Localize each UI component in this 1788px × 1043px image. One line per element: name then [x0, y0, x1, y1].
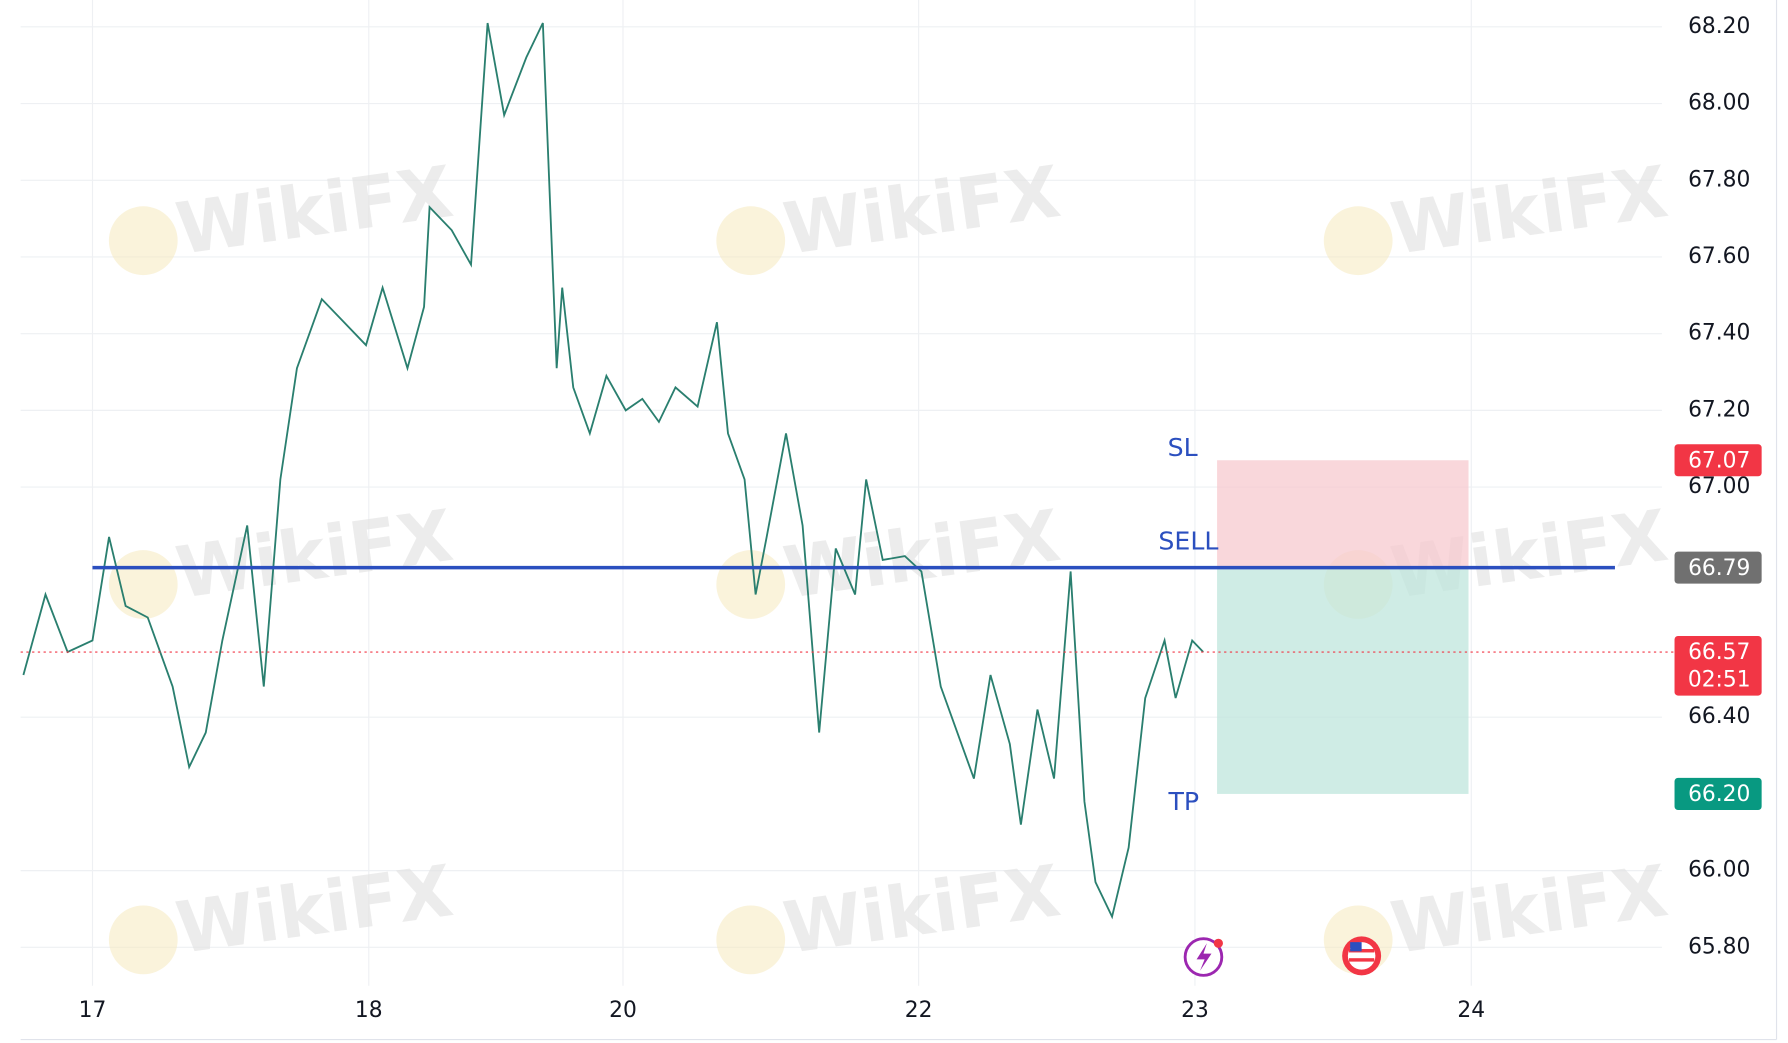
x-tick-label: 23: [1181, 998, 1209, 1023]
price-tag: [1674, 551, 1762, 584]
event-icons: [1183, 936, 1382, 977]
y-tick-label: 66.00: [1688, 858, 1750, 883]
x-tick-label: 22: [905, 998, 933, 1023]
watermark-logo: [1323, 206, 1393, 276]
watermark-logo: [716, 206, 786, 276]
watermark-logo: [108, 550, 178, 619]
y-tick-label: 67.80: [1688, 167, 1750, 192]
watermark-logo: [108, 905, 178, 975]
countdown-label: 02:51: [1688, 668, 1751, 693]
entry-label: SELL: [1158, 526, 1218, 555]
last-price-tag: [1674, 635, 1762, 696]
price-tag-label: 66.20: [1688, 782, 1750, 807]
price-tag-label: 67.07: [1688, 448, 1750, 473]
event-dot: [1213, 938, 1223, 948]
price-tag-label: 66.79: [1688, 556, 1750, 581]
y-tick-label: 66.40: [1688, 704, 1750, 729]
price-line: [22, 22, 1204, 920]
y-tick-label: 67.00: [1688, 474, 1750, 499]
x-tick-label: 24: [1457, 998, 1485, 1023]
stop-label: SL: [1168, 433, 1198, 462]
x-tick-label: 17: [79, 998, 107, 1023]
watermark-logo: [716, 550, 786, 619]
price-tag: [1674, 444, 1762, 477]
flag-canton: [1350, 942, 1362, 952]
x-tick-label: 20: [609, 998, 637, 1023]
y-tick-label: 67.40: [1688, 321, 1750, 346]
watermark-logo: [108, 206, 178, 276]
y-tick-label: 68.00: [1688, 91, 1750, 116]
stop-loss-zone: [1217, 460, 1469, 568]
lightning-icon: [1196, 943, 1212, 971]
x-tick-label: 18: [355, 998, 383, 1023]
target-label: TP: [1168, 787, 1200, 816]
price-tag: [1674, 777, 1762, 810]
y-tick-label: 67.20: [1688, 397, 1750, 422]
flag-stripe: [1349, 958, 1375, 962]
last-price-label: 66.57: [1688, 640, 1750, 665]
y-tick-label: 65.80: [1688, 934, 1750, 959]
watermark-logo: [716, 905, 786, 975]
y-tick-label: 68.20: [1688, 14, 1750, 39]
y-tick-label: 67.60: [1688, 244, 1750, 269]
take-profit-zone: [1217, 567, 1469, 794]
